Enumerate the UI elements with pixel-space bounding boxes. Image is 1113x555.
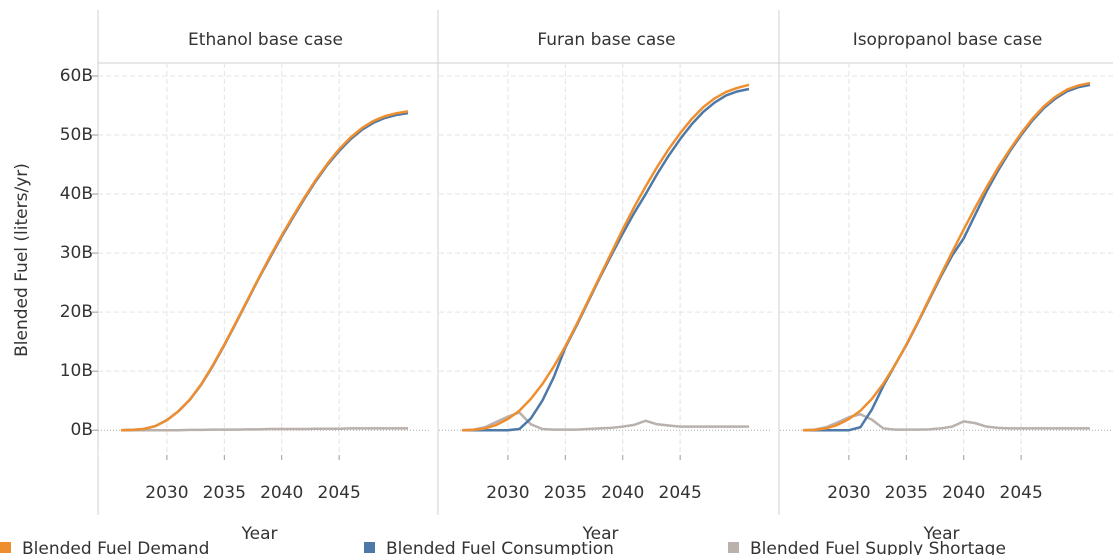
x-axis-label: Year xyxy=(241,524,278,544)
y-axis-label: Blended Fuel (liters/yr) xyxy=(12,163,32,357)
series-line xyxy=(120,427,409,432)
series-line xyxy=(461,411,750,432)
panel-title: Furan base case xyxy=(537,30,675,50)
y-tick-label: 20B xyxy=(60,302,93,322)
series-line xyxy=(120,110,409,432)
x-tick-label: 2045 xyxy=(318,483,361,503)
y-tick-label: 40B xyxy=(60,184,93,204)
x-tick-label: 2045 xyxy=(659,483,702,503)
y-tick-label: 30B xyxy=(60,243,93,263)
y-tick-label: 10B xyxy=(60,361,93,381)
series-line xyxy=(461,83,750,432)
x-tick-label: 2030 xyxy=(486,483,529,503)
legend-swatch xyxy=(728,542,739,553)
x-axis-label: Year xyxy=(923,524,960,544)
legend-label: Blended Fuel Consumption xyxy=(386,539,614,555)
x-tick-label: 2035 xyxy=(544,483,587,503)
x-tick-label: 2035 xyxy=(885,483,928,503)
x-tick-label: 2035 xyxy=(203,483,246,503)
x-tick-label: 2030 xyxy=(145,483,188,503)
x-tick-label: 2030 xyxy=(827,483,870,503)
x-tick-label: 2040 xyxy=(601,483,644,503)
legend-label: Blended Fuel Demand xyxy=(22,539,209,555)
x-tick-label: 2040 xyxy=(942,483,985,503)
y-tick-label: 60B xyxy=(60,66,93,86)
panel-title: Isopropanol base case xyxy=(853,30,1043,50)
legend-label: Blended Fuel Supply Shortage xyxy=(750,539,1006,555)
panel-title: Ethanol base case xyxy=(188,30,343,50)
x-tick-label: 2040 xyxy=(260,483,303,503)
y-tick-label: 0B xyxy=(71,420,93,440)
series-line xyxy=(802,81,1091,432)
x-axis-label: Year xyxy=(582,524,619,544)
legend-swatch xyxy=(364,542,375,553)
x-tick-label: 2045 xyxy=(1000,483,1043,503)
y-tick-label: 50B xyxy=(60,125,93,145)
legend-swatch xyxy=(0,542,11,553)
